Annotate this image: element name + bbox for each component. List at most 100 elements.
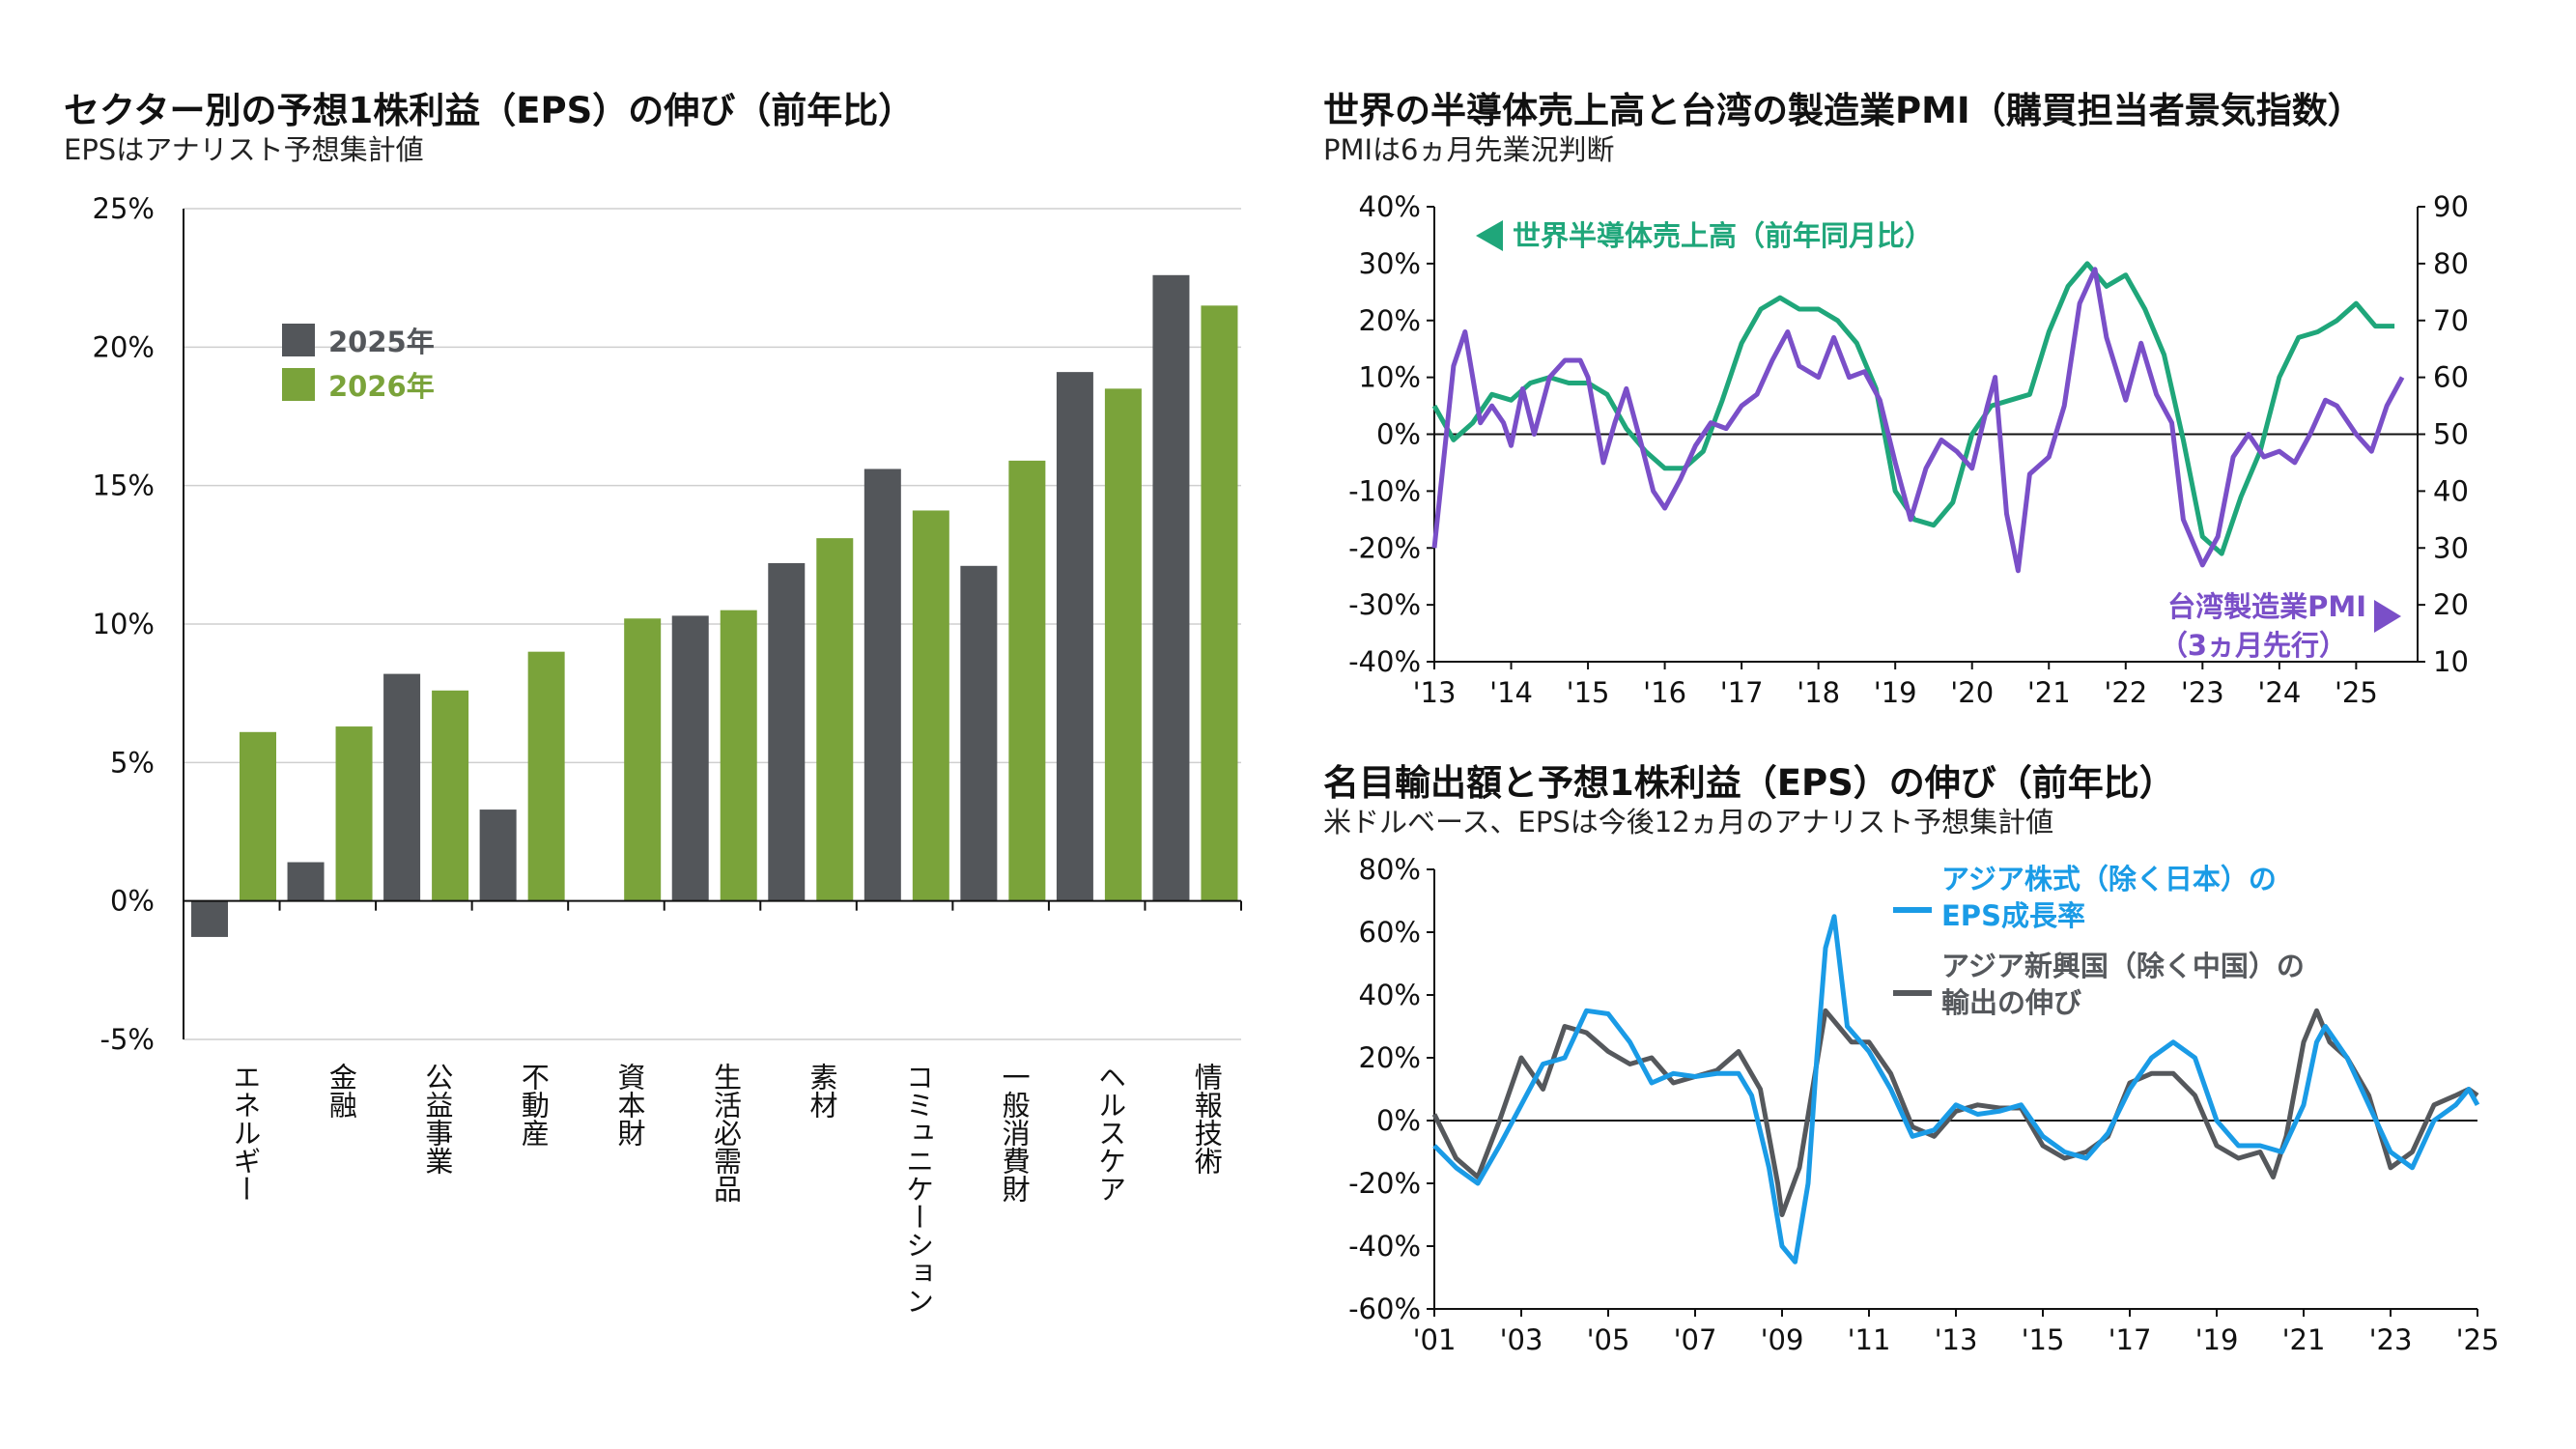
bar-2025年-ヘルスケア [1056,372,1093,901]
y-tick-label: 20% [93,330,155,363]
left-chart-title: セクター別の予想1株利益（EPS）の伸び（前年比） [64,90,915,131]
bottom-right-chart-title: 名目輸出額と予想1株利益（EPS）の伸び（前年比） [1323,762,2175,804]
bar-2025年-コミュニケーション [863,469,901,901]
y-tick-label: -5% [100,1023,155,1056]
bar-2026年-ヘルスケア [1104,388,1142,901]
left-tick-label: 40% [1359,190,1421,223]
category-label: 金融 [325,1063,357,1119]
left-tick-label: -40% [1348,645,1421,678]
left-tick-label: 0% [1376,418,1421,451]
y-tick-label: -20% [1348,1167,1421,1200]
bar-2025年-一般消費財 [960,565,998,901]
x-tick-label: '20 [1950,676,1994,709]
x-tick-label: '11 [1848,1323,1891,1356]
right-tick-label: 30 [2433,531,2469,564]
bar-2025年-エネルギー [191,900,228,937]
left-tick-label: -10% [1348,474,1421,507]
right-tick-label: 60 [2433,361,2469,394]
top-right-chart-title: 世界の半導体売上高と台湾の製造業PMI（購買担当者景気指数） [1323,90,2364,131]
category-label: 公益事業 [421,1063,454,1175]
y-tick-label: -40% [1348,1230,1421,1263]
y-tick-label: 40% [1359,979,1421,1011]
sector-eps-panel: セクター別の予想1株利益（EPS）の伸び（前年比） EPSはアナリスト予想集計値… [0,0,1275,1449]
bar-2026年-素材 [816,538,854,901]
x-tick-label: '01 [1413,1323,1457,1356]
y-tick-label: 5% [110,746,155,779]
x-tick-label: '19 [2195,1323,2239,1356]
category-label: コミュニケーション [902,1063,935,1315]
category-label: 不動産 [517,1063,550,1147]
y-tick-label: 20% [1359,1041,1421,1074]
bar-2025年-情報技術 [1152,274,1190,901]
y-tick-label: 80% [1359,853,1421,886]
legend-label: 2025年 [328,326,435,358]
x-tick-label: '17 [2109,1323,2152,1356]
y-tick-label: -60% [1348,1293,1421,1325]
bar-2025年-生活必需品 [671,615,709,901]
x-tick-label: '19 [1874,676,1917,709]
x-tick-label: '03 [1500,1323,1543,1356]
category-label: 生活必需品 [710,1063,743,1203]
x-tick-label: '25 [2335,676,2378,709]
semi-pmi-line-chart: -40% -30% -20% -10% 0% 10% 20% 30% 40% 10 20 30 40 50… [1348,190,2469,709]
bar-2026年-資本財 [624,618,662,901]
x-tick-label: '15 [2022,1323,2065,1356]
category-label: 素材 [806,1063,838,1119]
series-line-exports [1431,1008,2479,1217]
category-label: ヘルスケア [1094,1063,1127,1203]
bar-2026年-コミュニケーション [912,510,949,901]
y-tick-label: 0% [110,885,155,918]
bar-2025年-素材 [768,562,806,901]
x-tick-label: '09 [1761,1323,1804,1356]
x-tick-label: '13 [1935,1323,1978,1356]
bar-2025年-公益事業 [383,673,421,901]
y-tick-label: 10% [93,608,155,640]
legend-swatch-2025年 [282,324,315,356]
x-tick-label: '14 [1489,676,1533,709]
x-tick-label: '15 [1567,676,1610,709]
left-arrow-icon [1476,220,1503,251]
bar-2026年-生活必需品 [720,610,757,901]
right-tick-label: 40 [2433,474,2469,507]
y-tick-label: 15% [93,469,155,502]
left-chart-subtitle: EPSはアナリスト予想集計値 [64,133,424,166]
x-tick-label: '22 [2104,676,2147,709]
bar-2025年-金融 [287,862,325,901]
bar-2026年-不動産 [527,651,565,901]
bar-2026年-エネルギー [240,731,276,901]
bar-2026年-金融 [335,726,373,901]
left-tick-label: -30% [1348,588,1421,621]
right-tick-label: 90 [2433,190,2469,223]
legend-eps-line2: EPS成長率 [1941,899,2085,932]
x-tick-label: '07 [1674,1323,1717,1356]
legend-swatch-2026年 [282,368,315,401]
series-line-semi [1431,261,2395,556]
left-tick-label: 10% [1359,361,1421,394]
top-right-chart-subtitle: PMIは6ヵ月先業況判断 [1323,133,1615,166]
bar-2026年-公益事業 [432,690,469,901]
y-tick-label: 60% [1359,916,1421,949]
x-tick-label: '05 [1587,1323,1630,1356]
right-tick-label: 70 [2433,304,2469,337]
right-tick-label: 80 [2433,247,2469,280]
x-tick-label: '25 [2456,1323,2500,1356]
legend-eps-line1: アジア株式（除く日本）の [1941,863,2277,895]
category-label: 資本財 [613,1063,646,1147]
x-tick-label: '13 [1413,676,1457,709]
series-line-eps [1432,914,2480,1264]
y-tick-label: 0% [1376,1104,1421,1137]
left-tick-label: 20% [1359,304,1421,337]
x-tick-label: '21 [2282,1323,2326,1356]
x-tick-label: '23 [2181,676,2224,709]
right-arrow-icon [2374,600,2401,633]
pmi-annotation-line2: （3ヵ月先行） [2160,629,2347,662]
exports-eps-panel: 名目輸出額と予想1株利益（EPS）の伸び（前年比） 米ドルベース、EPSは今後1… [1275,734,2576,1449]
category-label: 一般消費財 [998,1063,1031,1203]
right-tick-label: 20 [2433,588,2469,621]
semi-annotation: 世界半導体売上高（前年同月比） [1513,219,1933,252]
category-label: 情報技術 [1190,1063,1223,1175]
x-tick-label: '16 [1643,676,1686,709]
bar-2026年-情報技術 [1201,305,1238,901]
x-tick-label: '23 [2369,1323,2413,1356]
legend-label: 2026年 [328,370,435,403]
